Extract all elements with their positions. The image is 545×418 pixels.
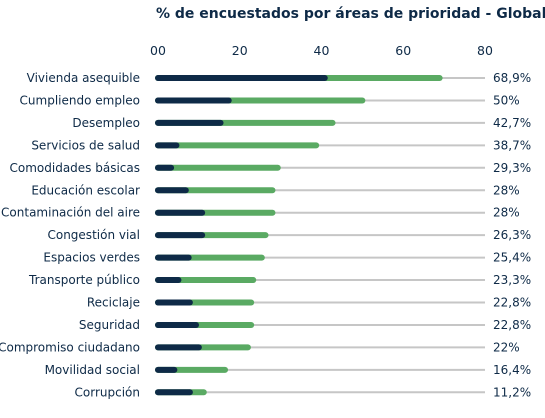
category-label: Seguridad [79, 318, 140, 332]
category-label: Vivienda asequible [27, 71, 140, 85]
value-label: 29,3% [493, 161, 531, 175]
category-label: Servicios de salud [31, 138, 140, 152]
category-label: Cumpliendo empleo [20, 93, 140, 107]
x-tick-label: 20 [232, 43, 248, 58]
value-label: 68,9% [493, 71, 531, 85]
category-label: Congestión vial [47, 228, 140, 242]
bar-row: Corrupción 11,2% [75, 385, 532, 399]
category-label: Corrupción [75, 385, 140, 399]
category-label: Educación escolar [31, 183, 140, 197]
bar-rows: Vivienda asequible 68,9% Cumpliendo empleo… [0, 71, 531, 399]
bar-row: Movilidad social 16,4% [45, 363, 532, 377]
bar-row: Compromiso ciudadano 22% [0, 340, 520, 354]
value-label: 22,8% [493, 318, 531, 332]
bar-row: Transporte público 23,3% [28, 273, 531, 287]
value-label: 22,8% [493, 296, 531, 310]
bar-row: Servicios de salud 38,7% [31, 138, 531, 152]
category-label: Contaminación del aire [1, 206, 140, 220]
bar-row: Espacios verdes 25,4% [43, 251, 531, 265]
bar-row: Reciclaje 22,8% [87, 296, 531, 310]
category-label: Compromiso ciudadano [0, 340, 140, 354]
category-label: Transporte público [28, 273, 140, 287]
bar-row: Desempleo 42,7% [72, 116, 531, 130]
bar-row: Seguridad 22,8% [79, 318, 531, 332]
bar-row: Vivienda asequible 68,9% [27, 71, 532, 85]
bar-row: Educación escolar 28% [31, 183, 519, 197]
x-tick-label: 40 [314, 43, 330, 58]
chart-title-text: % de encuestados por áreas de prioridad … [156, 6, 545, 22]
value-label: 50% [493, 93, 520, 107]
x-axis-ticks: 00 20 40 60 80 [150, 43, 493, 58]
x-tick-label: 00 [150, 43, 166, 58]
category-label: Movilidad social [45, 363, 140, 377]
bar-row: Comodidades básicas 29,3% [10, 161, 532, 175]
category-label: Desempleo [72, 116, 140, 130]
category-label: Comodidades básicas [10, 161, 141, 175]
value-label: 38,7% [493, 138, 531, 152]
bar-row: Congestión vial 26,3% [47, 228, 531, 242]
x-tick-label: 80 [477, 43, 493, 58]
category-label: Espacios verdes [43, 251, 140, 265]
x-tick-label: 60 [395, 43, 411, 58]
bar-row: Cumpliendo empleo 50% [20, 93, 520, 107]
value-label: 23,3% [493, 273, 531, 287]
value-label: 42,7% [493, 116, 531, 130]
category-label: Reciclaje [87, 296, 140, 310]
value-label: 28% [493, 206, 520, 220]
chart-title: % de encuestados por áreas de prioridad … [156, 6, 545, 22]
value-label: 26,3% [493, 228, 531, 242]
value-label: 22% [493, 340, 520, 354]
value-label: 25,4% [493, 251, 531, 265]
value-label: 16,4% [493, 363, 531, 377]
value-label: 28% [493, 183, 520, 197]
value-label: 11,2% [493, 385, 531, 399]
bar-row: Contaminación del aire 28% [1, 206, 520, 220]
